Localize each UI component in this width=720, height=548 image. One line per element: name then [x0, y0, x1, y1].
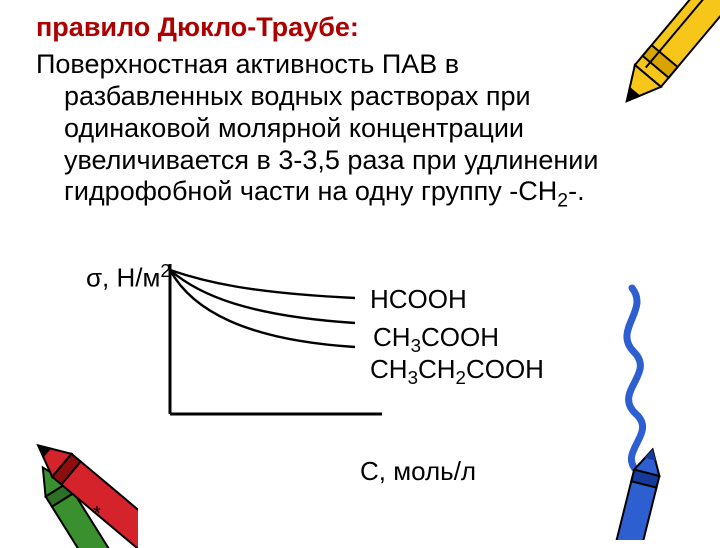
chart-svg: [90, 260, 390, 450]
curve-ch3ch2cooh: [170, 270, 355, 347]
series-label-hcooh: HCOOH: [370, 284, 467, 315]
curve-hcooh: [170, 270, 355, 298]
x-axis-label: С, моль/л: [360, 456, 476, 487]
body-line: одинаковой молярной концентрации: [64, 113, 524, 143]
body-line: гидрофобной части на одну группу -СН: [64, 176, 557, 206]
slide-title: правило Дюкло-Траубе:: [36, 12, 684, 43]
series-label-ch3cooh: CH3COOH: [373, 322, 499, 357]
body-line: увеличивается в 3-3,5 раза при удлинении: [64, 145, 598, 175]
surface-tension-chart: σ, Н/м2 С, моль/л HCOOH CH3COOH CH3CH2CO…: [90, 260, 630, 510]
body-line: Поверхностная активность ПАВ в: [36, 49, 459, 79]
body-line: разбавленных водных растворах при: [64, 81, 531, 111]
body-tail: -.: [568, 176, 585, 206]
body-sub: 2: [557, 190, 568, 212]
crayon-decoration-top-right: [600, 0, 720, 120]
series-label-ch3ch2cooh: CH3CH2COOH: [370, 354, 544, 389]
footnote-asterisk: *: [93, 503, 101, 526]
slide-body: Поверхностная активность ПАВ в разбавлен…: [36, 49, 684, 213]
